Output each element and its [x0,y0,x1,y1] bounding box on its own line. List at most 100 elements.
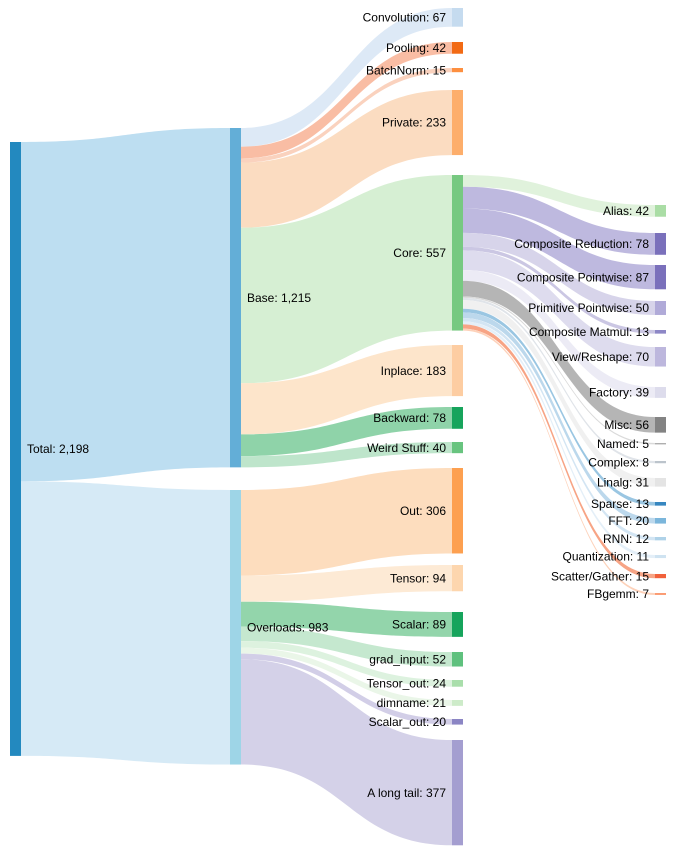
node-backward[interactable] [452,407,463,429]
label-tensor: Tensor: 94 [390,571,446,585]
label-named: Named: 5 [597,437,649,451]
node-tensor_out[interactable] [452,680,463,687]
label-overloads: Overloads: 983 [247,620,329,634]
label-base: Base: 1,215 [247,291,311,305]
link-overloads-grad_input[interactable] [241,626,452,667]
node-batchnorm[interactable] [452,68,463,73]
node-tensor[interactable] [452,565,463,592]
link-core-fft[interactable] [463,312,655,524]
link-base-pooling[interactable] [241,42,452,159]
link-total-base[interactable] [21,128,230,482]
node-convolution[interactable] [452,8,463,27]
link-core-fbgemm[interactable] [463,328,655,595]
link-base-weird_stuff[interactable] [241,442,452,468]
label-total: Total: 2,198 [27,442,89,456]
node-grad_input[interactable] [452,652,463,667]
node-complex[interactable] [655,461,666,464]
link-overloads-a_long_tail[interactable] [241,659,452,846]
node-scatter_gather[interactable] [655,574,666,579]
node-weird_stuff[interactable] [452,442,463,454]
label-linalg: Linalg: 31 [597,476,649,490]
node-scalar_out[interactable] [452,719,463,725]
link-overloads-tensor[interactable] [241,565,452,602]
link-core-named[interactable] [463,296,655,445]
node-primitive_pointwise[interactable] [655,301,666,315]
link-overloads-tensor_out[interactable] [241,641,452,687]
link-total-overloads[interactable] [21,481,230,765]
link-overloads-dimname[interactable] [241,647,452,706]
label-out: Out: 306 [400,504,446,518]
link-base-convolution[interactable] [241,8,452,147]
link-core-misc[interactable] [463,280,655,433]
node-view_reshape[interactable] [655,347,666,367]
link-base-backward[interactable] [241,407,452,457]
link-base-private[interactable] [241,90,452,228]
label-a_long_tail: A long tail: 377 [367,786,446,800]
node-scalar[interactable] [452,612,463,637]
node-pooling[interactable] [452,42,463,54]
link-base-inplace[interactable] [241,345,452,435]
node-composite_matmul[interactable] [655,330,666,334]
sankey-labels: Total: 2,198 Base: 1,215 Overloads: 983 Con… [27,11,649,800]
node-fbgemm[interactable] [655,593,666,595]
label-view_reshape: View/Reshape: 70 [552,350,650,364]
link-core-alias[interactable] [463,175,655,217]
node-composite_reduction[interactable] [655,233,666,255]
label-tensor_out: Tensor_out: 24 [367,677,447,691]
link-base-core[interactable] [241,175,452,384]
link-base-batchnorm[interactable] [241,68,452,163]
link-core-quantization[interactable] [463,321,655,559]
node-fft[interactable] [655,518,666,524]
node-misc[interactable] [655,417,666,433]
node-linalg[interactable] [655,478,666,487]
label-complex: Complex: 8 [588,455,649,469]
node-total[interactable] [10,142,21,756]
label-pooling: Pooling: 42 [386,41,446,55]
link-core-primitive_pointwise[interactable] [463,232,655,315]
label-dimname: dimname: 21 [377,696,447,710]
label-composite_matmul: Composite Matmul: 13 [529,325,649,339]
label-inplace: Inplace: 183 [381,364,447,378]
link-overloads-scalar_out[interactable] [241,653,452,725]
label-composite_reduction: Composite Reduction: 78 [514,237,649,251]
label-backward: Backward: 78 [373,411,446,425]
node-sparse[interactable] [655,502,666,506]
label-misc: Misc: 56 [604,418,649,432]
node-inplace[interactable] [452,345,463,397]
node-quantization[interactable] [655,555,666,559]
label-convolution: Convolution: 67 [363,11,447,25]
label-sparse: Sparse: 13 [591,497,649,511]
link-core-factory[interactable] [463,269,655,398]
link-overloads-out[interactable] [241,468,452,576]
node-rnn[interactable] [655,537,666,541]
link-core-sparse[interactable] [463,308,655,506]
link-core-composite_pointwise[interactable] [463,208,655,290]
link-core-composite_matmul[interactable] [463,246,655,334]
node-core[interactable] [452,175,463,331]
label-grad_input: grad_input: 52 [369,652,446,666]
node-a_long_tail[interactable] [452,740,463,846]
link-core-view_reshape[interactable] [463,250,655,367]
label-scalar_out: Scalar_out: 20 [369,715,447,729]
link-core-rnn[interactable] [463,318,655,541]
node-private[interactable] [452,90,463,156]
node-factory[interactable] [655,387,666,398]
node-overloads[interactable] [230,490,241,765]
node-base[interactable] [230,128,241,468]
link-overloads-scalar[interactable] [241,601,452,637]
link-core-linalg[interactable] [463,300,655,487]
node-composite_pointwise[interactable] [655,265,666,290]
label-primitive_pointwise: Primitive Pointwise: 50 [528,301,649,315]
link-core-complex[interactable] [463,297,655,464]
node-named[interactable] [655,443,666,445]
sankey-links [21,8,655,846]
node-alias[interactable] [655,205,666,217]
label-composite_pointwise: Composite Pointwise: 87 [517,270,649,284]
label-scalar: Scalar: 89 [392,618,446,632]
label-weird_stuff: Weird Stuff: 40 [367,441,446,455]
node-out[interactable] [452,468,463,554]
link-core-composite_reduction[interactable] [463,186,655,255]
link-core-scatter_gather[interactable] [463,324,655,579]
node-dimname[interactable] [452,700,463,706]
label-alias: Alias: 42 [603,204,649,218]
